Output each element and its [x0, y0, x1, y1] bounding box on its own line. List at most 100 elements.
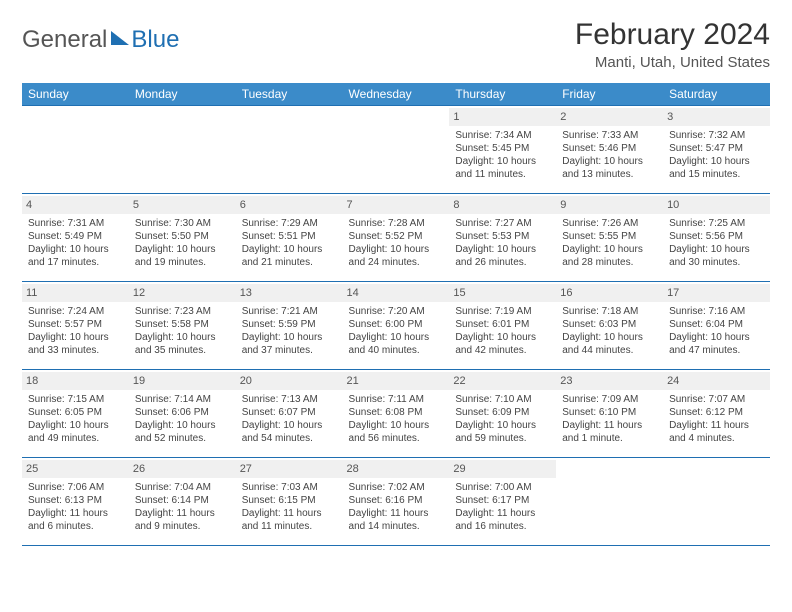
- sunrise-text: Sunrise: 7:00 AM: [455, 481, 550, 494]
- sunset-text: Sunset: 5:51 PM: [242, 230, 337, 243]
- sunset-text: Sunset: 6:04 PM: [669, 318, 764, 331]
- day-cell: 9Sunrise: 7:26 AMSunset: 5:55 PMDaylight…: [556, 194, 663, 282]
- day-details: Sunrise: 7:24 AMSunset: 5:57 PMDaylight:…: [26, 305, 125, 357]
- day-number: 28: [343, 460, 450, 478]
- col-friday: Friday: [556, 83, 663, 106]
- day-details: Sunrise: 7:13 AMSunset: 6:07 PMDaylight:…: [240, 393, 339, 445]
- sunset-text: Sunset: 5:46 PM: [562, 142, 657, 155]
- day-details: Sunrise: 7:29 AMSunset: 5:51 PMDaylight:…: [240, 217, 339, 269]
- sunset-text: Sunset: 6:15 PM: [242, 494, 337, 507]
- day-cell: 11 Sunrise: 7:24 AMSunset: 5:57 PMDayligh…: [22, 282, 129, 370]
- sunrise-text: Sunrise: 7:07 AM: [669, 393, 764, 406]
- daylight-text: Daylight: 10 hours and 24 minutes.: [349, 243, 444, 269]
- daylight-text: Daylight: 10 hours and 19 minutes.: [135, 243, 230, 269]
- daylight-text: Daylight: 10 hours and 52 minutes.: [135, 419, 230, 445]
- day-cell: 4 Sunrise: 7:31 AMSunset: 5:49 PMDaylight…: [22, 194, 129, 282]
- day-cell: 8Sunrise: 7:27 AMSunset: 5:53 PMDaylight…: [449, 194, 556, 282]
- day-number: 15: [449, 284, 556, 302]
- logo: General Blue: [22, 26, 179, 54]
- day-number: 13: [236, 284, 343, 302]
- daylight-text: Daylight: 10 hours and 59 minutes.: [455, 419, 550, 445]
- sunrise-text: Sunrise: 7:16 AM: [669, 305, 764, 318]
- day-cell: 13 Sunrise: 7:21 AMSunset: 5:59 PMDayligh…: [236, 282, 343, 370]
- day-details: Sunrise: 7:10 AMSunset: 6:09 PMDaylight:…: [453, 393, 552, 445]
- sunrise-text: Sunrise: 7:25 AM: [669, 217, 764, 230]
- header-row: Sunday Monday Tuesday Wednesday Thursday…: [22, 83, 770, 106]
- week-row: 1Sunrise: 7:34 AMSunset: 5:45 PMDaylight…: [22, 106, 770, 194]
- day-cell: 6Sunrise: 7:29 AMSunset: 5:51 PMDaylight…: [236, 194, 343, 282]
- sunrise-text: Sunrise: 7:02 AM: [349, 481, 444, 494]
- sunrise-text: Sunrise: 7:21 AM: [242, 305, 337, 318]
- sunset-text: Sunset: 6:13 PM: [28, 494, 123, 507]
- day-cell: 5Sunrise: 7:30 AMSunset: 5:50 PMDaylight…: [129, 194, 236, 282]
- daylight-text: Daylight: 10 hours and 15 minutes.: [669, 155, 764, 181]
- col-tuesday: Tuesday: [236, 83, 343, 106]
- sunrise-text: Sunrise: 7:18 AM: [562, 305, 657, 318]
- week-row: 11 Sunrise: 7:24 AMSunset: 5:57 PMDayligh…: [22, 282, 770, 370]
- daylight-text: Daylight: 10 hours and 56 minutes.: [349, 419, 444, 445]
- sunrise-text: Sunrise: 7:19 AM: [455, 305, 550, 318]
- sunrise-text: Sunrise: 7:23 AM: [135, 305, 230, 318]
- daylight-text: Daylight: 10 hours and 30 minutes.: [669, 243, 764, 269]
- day-number: 18: [22, 372, 129, 390]
- sunset-text: Sunset: 6:12 PM: [669, 406, 764, 419]
- daylight-text: Daylight: 10 hours and 49 minutes.: [28, 419, 123, 445]
- sunset-text: Sunset: 6:01 PM: [455, 318, 550, 331]
- sunrise-text: Sunrise: 7:15 AM: [28, 393, 123, 406]
- day-cell: [22, 106, 129, 194]
- day-details: Sunrise: 7:03 AMSunset: 6:15 PMDaylight:…: [240, 481, 339, 533]
- day-cell: 3 Sunrise: 7:32 AMSunset: 5:47 PMDaylight…: [663, 106, 770, 194]
- day-cell: [663, 458, 770, 546]
- day-cell: 22Sunrise: 7:10 AMSunset: 6:09 PMDayligh…: [449, 370, 556, 458]
- day-cell: 23Sunrise: 7:09 AMSunset: 6:10 PMDayligh…: [556, 370, 663, 458]
- day-number: 16: [556, 284, 663, 302]
- daylight-text: Daylight: 10 hours and 21 minutes.: [242, 243, 337, 269]
- day-number: 2: [556, 108, 663, 126]
- day-details: Sunrise: 7:33 AMSunset: 5:46 PMDaylight:…: [560, 129, 659, 181]
- sunrise-text: Sunrise: 7:11 AM: [349, 393, 444, 406]
- sunset-text: Sunset: 5:47 PM: [669, 142, 764, 155]
- day-number: 4: [22, 196, 129, 214]
- day-number: 8: [449, 196, 556, 214]
- day-cell: 20Sunrise: 7:13 AMSunset: 6:07 PMDayligh…: [236, 370, 343, 458]
- day-details: Sunrise: 7:32 AMSunset: 5:47 PMDaylight:…: [667, 129, 766, 181]
- sunrise-text: Sunrise: 7:34 AM: [455, 129, 550, 142]
- daylight-text: Daylight: 10 hours and 54 minutes.: [242, 419, 337, 445]
- day-details: Sunrise: 7:20 AMSunset: 6:00 PMDaylight:…: [347, 305, 446, 357]
- day-details: Sunrise: 7:06 AMSunset: 6:13 PMDaylight:…: [26, 481, 125, 533]
- sunset-text: Sunset: 6:16 PM: [349, 494, 444, 507]
- day-cell: 15Sunrise: 7:19 AMSunset: 6:01 PMDayligh…: [449, 282, 556, 370]
- sunset-text: Sunset: 5:45 PM: [455, 142, 550, 155]
- week-row: 25 Sunrise: 7:06 AMSunset: 6:13 PMDayligh…: [22, 458, 770, 546]
- sunset-text: Sunset: 6:00 PM: [349, 318, 444, 331]
- sunrise-text: Sunrise: 7:09 AM: [562, 393, 657, 406]
- sunset-text: Sunset: 5:59 PM: [242, 318, 337, 331]
- daylight-text: Daylight: 10 hours and 44 minutes.: [562, 331, 657, 357]
- day-details: Sunrise: 7:15 AMSunset: 6:05 PMDaylight:…: [26, 393, 125, 445]
- col-monday: Monday: [129, 83, 236, 106]
- day-details: Sunrise: 7:11 AMSunset: 6:08 PMDaylight:…: [347, 393, 446, 445]
- day-cell: 12Sunrise: 7:23 AMSunset: 5:58 PMDayligh…: [129, 282, 236, 370]
- day-cell: 29Sunrise: 7:00 AMSunset: 6:17 PMDayligh…: [449, 458, 556, 546]
- day-cell: 2 Sunrise: 7:33 AMSunset: 5:46 PMDaylight…: [556, 106, 663, 194]
- sunrise-text: Sunrise: 7:03 AM: [242, 481, 337, 494]
- day-details: Sunrise: 7:31 AMSunset: 5:49 PMDaylight:…: [26, 217, 125, 269]
- day-cell: 26Sunrise: 7:04 AMSunset: 6:14 PMDayligh…: [129, 458, 236, 546]
- day-cell: 21Sunrise: 7:11 AMSunset: 6:08 PMDayligh…: [343, 370, 450, 458]
- daylight-text: Daylight: 11 hours and 9 minutes.: [135, 507, 230, 533]
- daylight-text: Daylight: 10 hours and 33 minutes.: [28, 331, 123, 357]
- day-number: 11: [22, 284, 129, 302]
- month-title: February 2024: [575, 18, 770, 52]
- header: General Blue February 2024 Manti, Utah, …: [22, 18, 770, 71]
- day-cell: 1Sunrise: 7:34 AMSunset: 5:45 PMDaylight…: [449, 106, 556, 194]
- sunrise-text: Sunrise: 7:24 AM: [28, 305, 123, 318]
- day-cell: 16Sunrise: 7:18 AMSunset: 6:03 PMDayligh…: [556, 282, 663, 370]
- day-number: 25: [22, 460, 129, 478]
- daylight-text: Daylight: 10 hours and 37 minutes.: [242, 331, 337, 357]
- daylight-text: Daylight: 10 hours and 26 minutes.: [455, 243, 550, 269]
- sunset-text: Sunset: 6:10 PM: [562, 406, 657, 419]
- day-number: 3: [663, 108, 770, 126]
- day-cell: 28Sunrise: 7:02 AMSunset: 6:16 PMDayligh…: [343, 458, 450, 546]
- logo-triangle-icon: [111, 31, 129, 45]
- day-cell: 18 Sunrise: 7:15 AMSunset: 6:05 PMDayligh…: [22, 370, 129, 458]
